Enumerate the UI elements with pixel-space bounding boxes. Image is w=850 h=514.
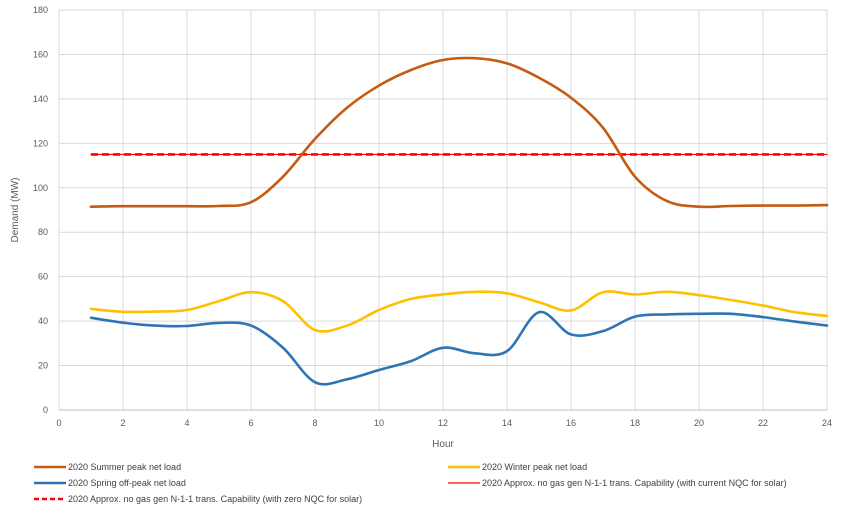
legend-label-0: 2020 Summer peak net load — [68, 462, 181, 472]
y-tick-label: 100 — [33, 183, 48, 193]
series-line-2 — [89, 310, 829, 386]
y-axis-title: Demand (MW) — [10, 177, 21, 242]
x-tick-label: 6 — [248, 418, 253, 428]
legend-label-3: 2020 Approx. no gas gen N-1-1 trans. Cap… — [482, 478, 787, 488]
x-axis-title: Hour — [432, 439, 454, 450]
y-tick-label: 180 — [33, 5, 48, 15]
gridlines — [58, 9, 828, 411]
x-tick-label: 18 — [630, 418, 640, 428]
y-tick-label: 0 — [43, 405, 48, 415]
x-tick-label: 24 — [822, 418, 832, 428]
x-tick-label: 2 — [120, 418, 125, 428]
y-tick-label: 160 — [33, 49, 48, 59]
y-tick-label: 140 — [33, 94, 48, 104]
legend-label-1: 2020 Winter peak net load — [482, 462, 587, 472]
x-tick-label: 14 — [502, 418, 512, 428]
x-tick-label: 16 — [566, 418, 576, 428]
legend-label-2: 2020 Spring off-peak net load — [68, 478, 186, 488]
x-tick-label: 12 — [438, 418, 448, 428]
y-tick-label: 40 — [38, 316, 48, 326]
y-tick-label: 20 — [38, 361, 48, 371]
x-tick-label: 20 — [694, 418, 704, 428]
x-tick-label: 10 — [374, 418, 384, 428]
series-line-0 — [89, 56, 829, 209]
y-tick-label: 80 — [38, 227, 48, 237]
series-lines — [89, 56, 829, 386]
x-tick-label: 22 — [758, 418, 768, 428]
x-tick-label: 8 — [312, 418, 317, 428]
y-tick-label: 120 — [33, 138, 48, 148]
y-tick-label: 60 — [38, 272, 48, 282]
series-line-1 — [89, 290, 829, 333]
x-tick-label: 0 — [56, 418, 61, 428]
legend-label-4: 2020 Approx. no gas gen N-1-1 trans. Cap… — [68, 494, 362, 504]
legend: 2020 Summer peak net load 2020 Winter pea… — [34, 462, 787, 504]
x-tick-label: 4 — [184, 418, 189, 428]
